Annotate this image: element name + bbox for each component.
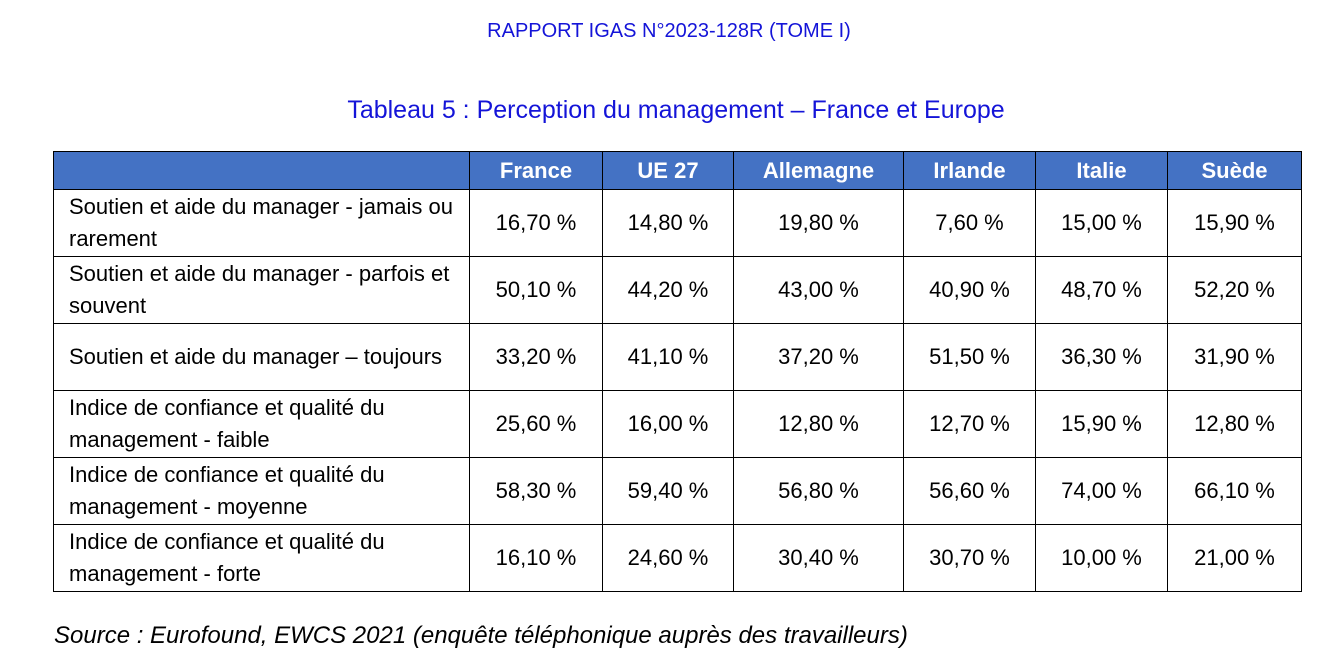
column-header <box>53 151 470 190</box>
table-cell: 21,00 % <box>1167 524 1302 592</box>
table-cell: 51,50 % <box>903 323 1036 391</box>
row-label: Indice de confiance et qualité du manage… <box>53 524 470 592</box>
table-cell: 50,10 % <box>469 256 603 324</box>
table-caption: Tableau 5 : Perception du management – F… <box>347 96 1005 124</box>
table-cell: 43,00 % <box>733 256 904 324</box>
table-cell: 24,60 % <box>602 524 734 592</box>
column-header: UE 27 <box>602 151 734 190</box>
table-cell: 66,10 % <box>1167 457 1302 525</box>
row-label: Indice de confiance et qualité du manage… <box>53 457 470 525</box>
row-label: Indice de confiance et qualité du manage… <box>53 390 470 458</box>
table-row: Soutien et aide du manager – toujours 33,… <box>53 323 1302 391</box>
table-cell: 25,60 % <box>469 390 603 458</box>
header-row: France UE 27 Allemagne Irlande Italie Suède <box>53 151 1302 190</box>
column-header: Allemagne <box>733 151 904 190</box>
column-header: Irlande <box>903 151 1036 190</box>
table-cell: 30,40 % <box>733 524 904 592</box>
table-cell: 56,80 % <box>733 457 904 525</box>
table-cell: 37,20 % <box>733 323 904 391</box>
table-body: Soutien et aide du manager - jamais ou r… <box>53 189 1302 592</box>
table-cell: 14,80 % <box>602 189 734 257</box>
column-header: Italie <box>1035 151 1168 190</box>
data-table: France UE 27 Allemagne Irlande Italie Suède S… <box>53 151 1302 592</box>
column-header: France <box>469 151 603 190</box>
table-cell: 16,00 % <box>602 390 734 458</box>
table-cell: 74,00 % <box>1035 457 1168 525</box>
table-cell: 52,20 % <box>1167 256 1302 324</box>
table-row: Indice de confiance et qualité du manage… <box>53 390 1302 458</box>
table-cell: 33,20 % <box>469 323 603 391</box>
table-cell: 16,10 % <box>469 524 603 592</box>
table-cell: 15,90 % <box>1167 189 1302 257</box>
table-row: Soutien et aide du manager - jamais ou r… <box>53 189 1302 257</box>
table-cell: 58,30 % <box>469 457 603 525</box>
table-cell: 15,90 % <box>1035 390 1168 458</box>
table-cell: 12,80 % <box>733 390 904 458</box>
table-cell: 44,20 % <box>602 256 734 324</box>
row-label: Soutien et aide du manager – toujours <box>53 323 470 391</box>
table-cell: 41,10 % <box>602 323 734 391</box>
row-label: Soutien et aide du manager - jamais ou r… <box>53 189 470 257</box>
table-cell: 7,60 % <box>903 189 1036 257</box>
table-cell: 59,40 % <box>602 457 734 525</box>
table-cell: 40,90 % <box>903 256 1036 324</box>
table-cell: 12,70 % <box>903 390 1036 458</box>
table-cell: 36,30 % <box>1035 323 1168 391</box>
table-head: France UE 27 Allemagne Irlande Italie Suède <box>53 151 1302 190</box>
table-cell: 12,80 % <box>1167 390 1302 458</box>
table-cell: 15,00 % <box>1035 189 1168 257</box>
table-cell: 19,80 % <box>733 189 904 257</box>
table-cell: 30,70 % <box>903 524 1036 592</box>
table-cell: 31,90 % <box>1167 323 1302 391</box>
header-title: RAPPORT IGAS N°2023-128R (TOME I) <box>487 20 851 42</box>
table-row: Indice de confiance et qualité du manage… <box>53 457 1302 525</box>
table-cell: 56,60 % <box>903 457 1036 525</box>
table-cell: 10,00 % <box>1035 524 1168 592</box>
row-label: Soutien et aide du manager - parfois et … <box>53 256 470 324</box>
source-note: Source : Eurofound, EWCS 2021 (enquête t… <box>54 622 908 649</box>
table-row: Indice de confiance et qualité du manage… <box>53 524 1302 592</box>
table-row: Soutien et aide du manager - parfois et … <box>53 256 1302 324</box>
table-cell: 16,70 % <box>469 189 603 257</box>
table-cell: 48,70 % <box>1035 256 1168 324</box>
column-header: Suède <box>1167 151 1302 190</box>
